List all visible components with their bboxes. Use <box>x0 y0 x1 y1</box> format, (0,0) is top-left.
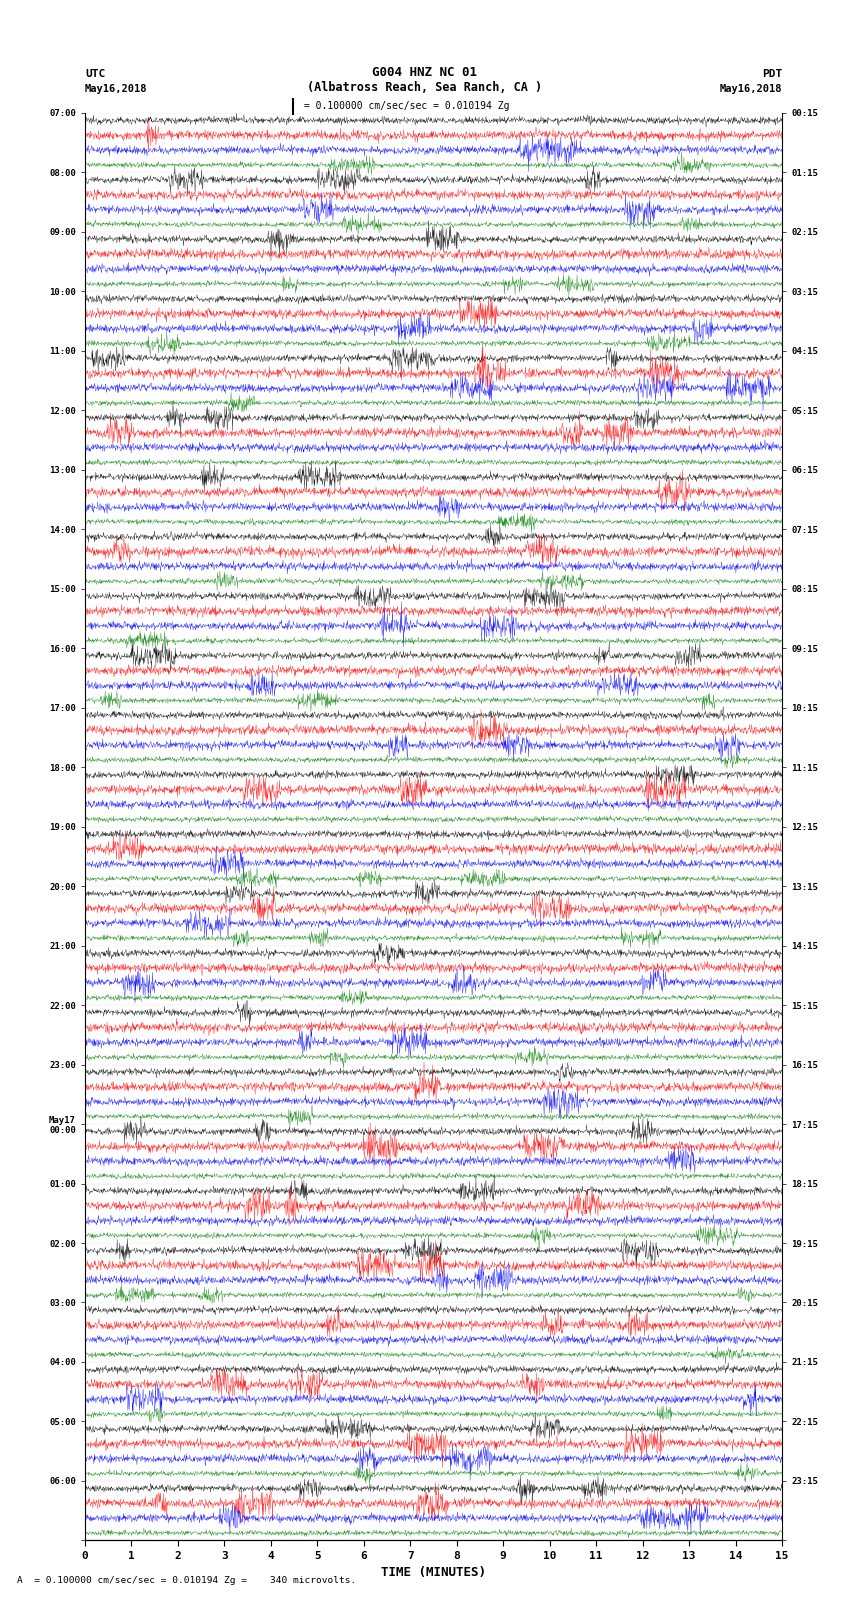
Text: PDT: PDT <box>762 69 782 79</box>
Text: UTC: UTC <box>85 69 105 79</box>
Text: G004 HNZ NC 01: G004 HNZ NC 01 <box>372 66 478 79</box>
Text: May16,2018: May16,2018 <box>719 84 782 94</box>
Text: (Albatross Reach, Sea Ranch, CA ): (Albatross Reach, Sea Ranch, CA ) <box>308 81 542 94</box>
Text: May16,2018: May16,2018 <box>85 84 148 94</box>
Text: = 0.100000 cm/sec/sec = 0.010194 Zg: = 0.100000 cm/sec/sec = 0.010194 Zg <box>298 102 509 111</box>
X-axis label: TIME (MINUTES): TIME (MINUTES) <box>381 1566 486 1579</box>
Text: A  = 0.100000 cm/sec/sec = 0.010194 Zg =    340 microvolts.: A = 0.100000 cm/sec/sec = 0.010194 Zg = … <box>17 1576 356 1586</box>
